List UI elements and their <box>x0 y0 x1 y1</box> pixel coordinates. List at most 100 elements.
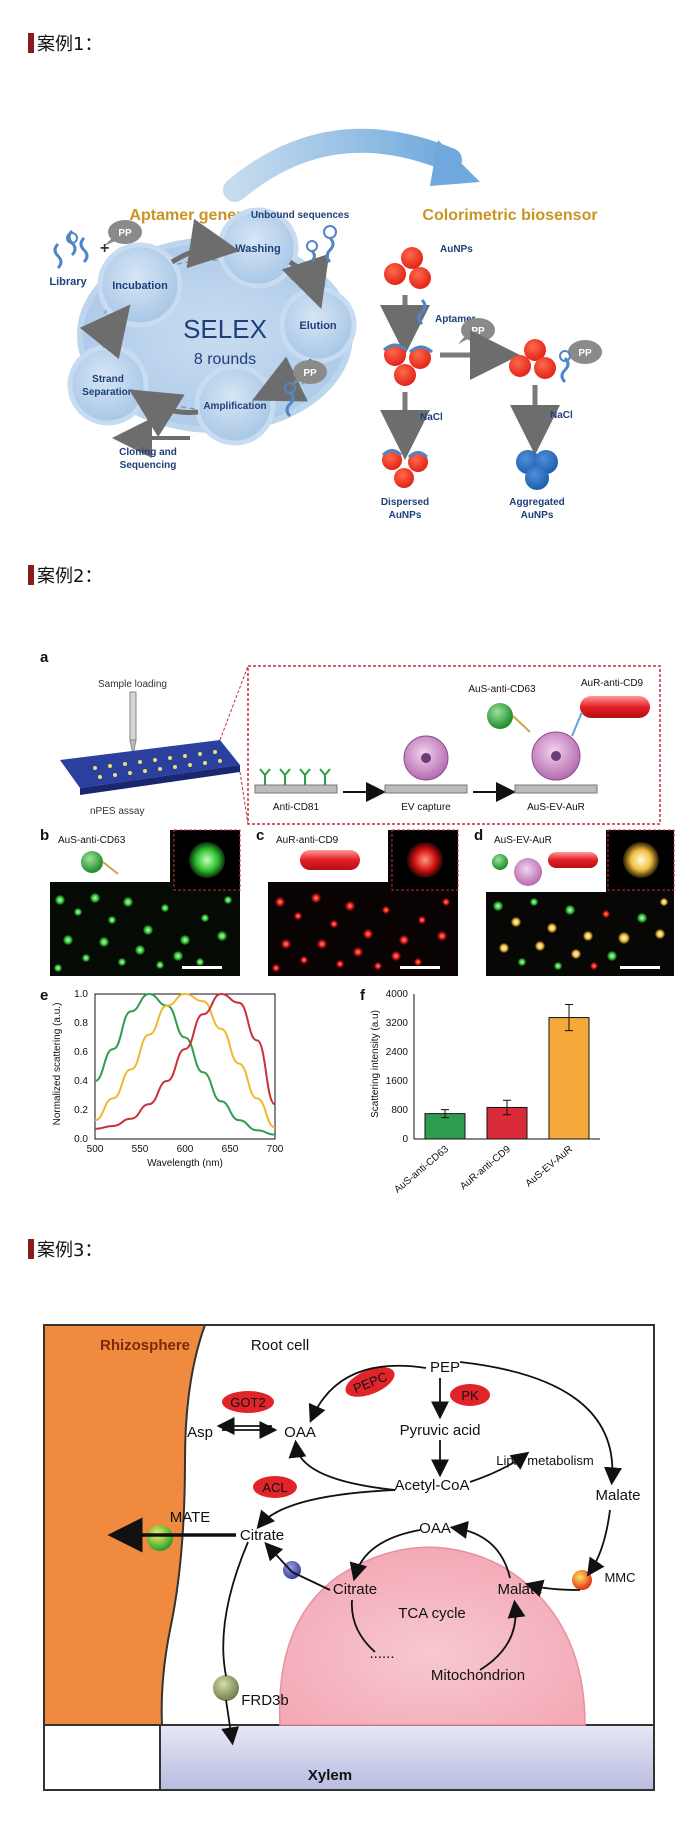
svg-text:Elution: Elution <box>299 320 337 332</box>
frd3b-label: FRD3b <box>241 1692 289 1709</box>
npes-figure: a Sample loading nPES assay Anti-CD81 EV… <box>40 649 675 1196</box>
anti-cd81-surface <box>254 768 338 794</box>
xylem-region <box>159 1724 655 1791</box>
mito-label: Mitochondrion <box>431 1667 525 1684</box>
detail-box <box>247 665 661 825</box>
root-cell-label: Root cell <box>251 1337 309 1354</box>
svg-text:AuNPs: AuNPs <box>521 510 554 521</box>
oaa-cyto-label: OAA <box>284 1424 316 1441</box>
aggregated-aunps <box>516 450 558 490</box>
error-bar <box>441 1109 449 1119</box>
aus-cd63-label: AuS-anti-CD63 <box>468 684 536 695</box>
chart-e-ytick: 0.4 <box>74 1076 88 1087</box>
panel-b: b AuS-anti-CD63 <box>40 827 241 976</box>
svg-text:AuNPs: AuNPs <box>389 510 422 521</box>
heading-marker <box>28 565 34 585</box>
pep-label: PEP <box>430 1359 460 1376</box>
selex-figure: Aptamer generation Colorimetric biosenso… <box>49 128 602 521</box>
npes-label: nPES assay <box>90 806 144 817</box>
mmc-transporter <box>572 1570 592 1590</box>
pk-enzyme: PK <box>450 1384 490 1406</box>
malate-mito-label: Malate <box>497 1581 542 1598</box>
error-bar <box>503 1099 511 1116</box>
chart-e-xtick: 500 <box>87 1144 104 1155</box>
frd3b-transporter <box>213 1675 239 1701</box>
intensity-category-label: AuR-anti-CD9 <box>458 1144 513 1193</box>
error-bar <box>565 1004 573 1032</box>
aptamer-label: Aptamer <box>435 314 476 325</box>
xylem-label: Xylem <box>308 1767 352 1784</box>
mitochondrion <box>278 1546 586 1726</box>
aggregated-label: Aggregated <box>509 497 565 508</box>
lipid-label: Lipid metabolism <box>496 1453 594 1468</box>
gold-rod <box>580 696 650 718</box>
svg-text:PP: PP <box>578 348 592 359</box>
svg-text:PP: PP <box>303 368 317 379</box>
panel-a-letter: a <box>40 649 49 666</box>
case3-heading: 案例3： <box>28 1236 102 1262</box>
heading-marker <box>28 1239 34 1259</box>
chart-f-ytick: 2400 <box>386 1047 409 1058</box>
heading-marker <box>28 33 34 53</box>
svg-text:d: d <box>474 827 483 844</box>
case1-heading-text: 案例1： <box>37 34 103 55</box>
aunps-cluster <box>384 247 431 289</box>
coated-aunps <box>382 343 434 386</box>
step-strand-separation: Strand Separation <box>67 344 149 426</box>
svg-text:PK: PK <box>461 1388 479 1403</box>
unbound-aptamer-icon <box>306 225 337 264</box>
sensor-title: Colorimetric biosensor <box>422 207 597 224</box>
pp-bubble-4: PP <box>559 340 602 384</box>
chart-e-ylabel: Normalized scattering (a.u.) <box>52 1003 63 1126</box>
svg-text:Washing: Washing <box>235 243 280 255</box>
svg-text:GOT2: GOT2 <box>230 1395 265 1410</box>
gold-sphere <box>487 703 513 729</box>
chart-e-ytick: 0.8 <box>74 1018 88 1029</box>
case3-heading-text: 案例3： <box>37 1240 103 1261</box>
unbound-label: Unbound sequences <box>251 210 350 221</box>
pyruvic-label: Pyruvic acid <box>400 1422 481 1439</box>
intensity-bar <box>548 1017 590 1140</box>
selex-label: SELEX <box>183 314 267 344</box>
svg-text:AuS-anti-CD63: AuS-anti-CD63 <box>58 835 126 846</box>
got2-enzyme: GOT2 <box>222 1391 274 1413</box>
panel-e-letter: e <box>40 987 48 1004</box>
spectrum-series-1 <box>94 992 276 1129</box>
step-washing: Washing <box>217 207 299 289</box>
case2-heading: 案例2： <box>28 562 102 588</box>
svg-text:Separation: Separation <box>82 387 134 398</box>
mito-citrate-carrier <box>283 1561 301 1579</box>
intensity-chart: Scattering intensity (a.u) 0 800 1600 24… <box>370 989 600 1196</box>
case2-heading-text: 案例2： <box>37 566 103 587</box>
aur-cd9-label: AuR-anti-CD9 <box>581 678 644 689</box>
chart-f-ytick: 0 <box>402 1134 408 1145</box>
ev-capture-label: EV capture <box>401 802 451 813</box>
svg-text:Sequencing: Sequencing <box>120 460 177 471</box>
panel-c: c AuR-anti-CD9 <box>256 827 459 976</box>
svg-text:b: b <box>40 827 49 844</box>
mmc-label: MMC <box>604 1570 635 1585</box>
mate-transporter <box>147 1525 173 1551</box>
dispersed-label: Dispersed <box>381 497 429 508</box>
rounds-label: 8 rounds <box>194 351 256 368</box>
chart-f-ytick: 4000 <box>386 989 409 1000</box>
aunps-label: AuNPs <box>440 244 473 255</box>
svg-text:Amplification: Amplification <box>203 401 266 412</box>
chart-e-xtick: 650 <box>222 1144 239 1155</box>
intensity-category-label: AuS-EV-AuR <box>524 1144 575 1190</box>
svg-text:NaCl: NaCl <box>420 412 443 423</box>
chart-f-ylabel: Scattering intensity (a.u) <box>370 1010 381 1118</box>
cloning-label: Cloning and <box>119 447 177 458</box>
spectrum-series-0 <box>94 992 276 1136</box>
svg-text:Incubation: Incubation <box>112 280 168 292</box>
panel-f-letter: f <box>360 987 366 1004</box>
library-aptamer-icon <box>53 229 89 270</box>
dots-label: ...... <box>369 1645 394 1662</box>
ev-capture-surface <box>384 735 468 794</box>
step-elution: Elution <box>279 286 357 364</box>
library-label: Library <box>49 276 87 288</box>
chart-f-ytick: 800 <box>391 1105 408 1116</box>
chart-e-xtick: 550 <box>132 1144 149 1155</box>
asp-label: Asp <box>187 1424 213 1441</box>
chart-e-ytick: 0.2 <box>74 1105 88 1116</box>
